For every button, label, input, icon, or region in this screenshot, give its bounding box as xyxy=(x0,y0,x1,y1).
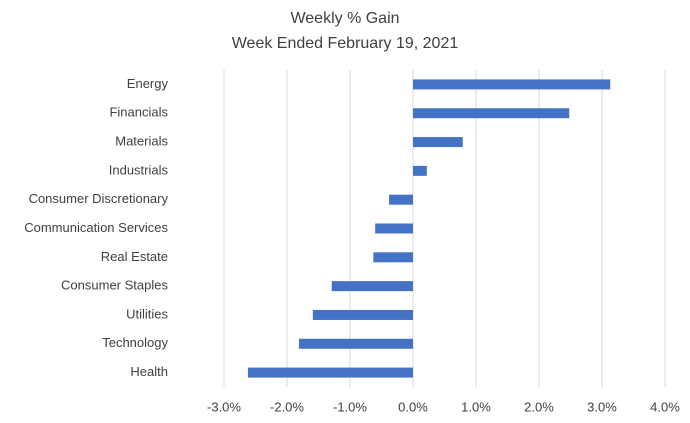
y-tick-label: Consumer Discretionary xyxy=(29,191,169,206)
bar xyxy=(331,281,413,292)
bar xyxy=(375,223,413,234)
bar xyxy=(247,367,413,378)
x-tick-label: -3.0% xyxy=(207,399,241,414)
y-tick-label: Materials xyxy=(115,133,168,148)
x-tick-label: 1.0% xyxy=(461,399,491,414)
chart-subtitle: Week Ended February 19, 2021 xyxy=(232,35,459,52)
y-tick-label: Communication Services xyxy=(24,220,168,235)
y-tick-label: Real Estate xyxy=(101,249,168,264)
x-tick-label: -1.0% xyxy=(333,399,367,414)
x-tick-label: 2.0% xyxy=(524,399,554,414)
y-tick-label: Technology xyxy=(102,335,168,350)
y-tick-label: Health xyxy=(130,364,168,379)
y-tick-label: Financials xyxy=(109,105,168,120)
bar xyxy=(413,137,463,148)
bar xyxy=(373,252,413,263)
y-tick-label: Energy xyxy=(127,76,169,91)
x-tick-label: 0.0% xyxy=(398,399,428,414)
x-tick-label: 3.0% xyxy=(587,399,617,414)
bar xyxy=(413,108,570,119)
y-tick-label: Consumer Staples xyxy=(61,278,168,293)
bar xyxy=(312,309,413,320)
bar xyxy=(389,194,413,205)
y-tick-label: Utilities xyxy=(126,306,168,321)
x-tick-label: 4.0% xyxy=(650,399,680,414)
bar xyxy=(413,165,427,176)
chart-title: Weekly % Gain xyxy=(290,10,399,27)
x-tick-label: -2.0% xyxy=(270,399,304,414)
bar xyxy=(298,338,413,349)
y-tick-label: Industrials xyxy=(109,162,169,177)
bar xyxy=(413,79,611,90)
